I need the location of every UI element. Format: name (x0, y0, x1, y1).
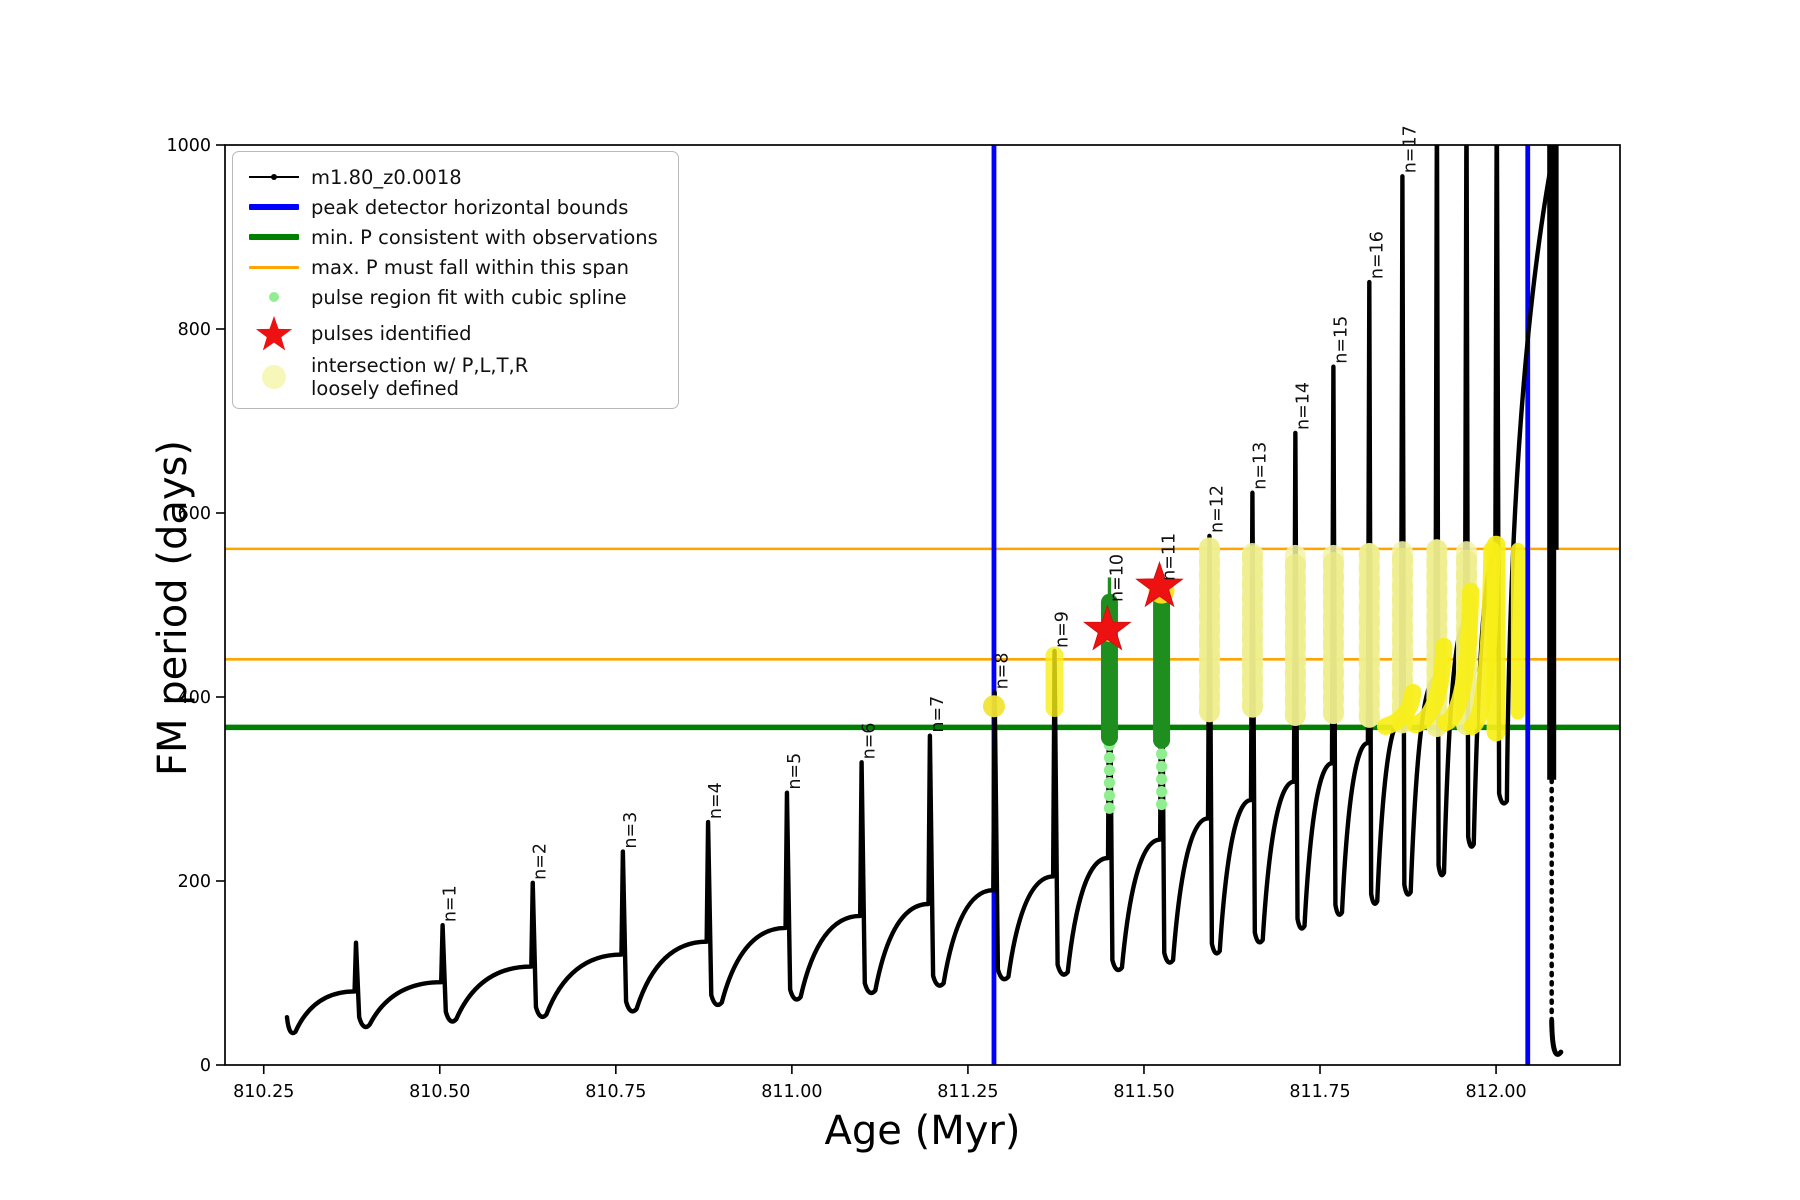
pulse-number-label: n=16 (1367, 231, 1387, 279)
x-tick-label: 810.75 (585, 1082, 646, 1102)
legend-item: m1.80_z0.0018 (245, 162, 666, 192)
y-tick-label: 1000 (166, 136, 211, 156)
reference-line-icon (245, 204, 303, 210)
plot-border (224, 144, 1621, 1066)
pulse-number-label: n=14 (1293, 382, 1313, 430)
pulse-number-label: n=15 (1331, 316, 1351, 364)
identified-pulse-star (1135, 561, 1184, 608)
x-tick-label: 811.75 (1289, 1082, 1350, 1102)
pulse-track (284, 145, 1558, 1036)
y-tick-label: 800 (178, 320, 211, 340)
star-icon (245, 312, 303, 354)
intersection-bright-arc (1436, 582, 1480, 732)
x-tick-label: 811.25 (937, 1082, 998, 1102)
y-tick-label: 0 (200, 1056, 211, 1076)
plot-area (225, 145, 1620, 1065)
reference-line-icon (245, 265, 303, 269)
legend-item-label: m1.80_z0.0018 (311, 165, 462, 189)
marker-dot-icon (245, 365, 303, 389)
y-tick-label: 200 (178, 872, 211, 892)
pulse-number-label: n=17 (1400, 125, 1420, 173)
x-tick-label: 812.00 (1465, 1082, 1526, 1102)
pulse-number-label: n=8 (993, 653, 1013, 690)
legend-item-label: peak detector horizontal bounds (311, 195, 629, 219)
pulse-number-label: n=3 (621, 812, 641, 849)
legend-item: max. P must fall within this span (245, 252, 666, 282)
reference-line-icon (245, 234, 303, 240)
pulse-number-label: n=5 (785, 753, 805, 790)
y-tick-label: 400 (178, 688, 211, 708)
legend-item-label: pulse region fit with cubic spline (311, 285, 627, 309)
final-descent-hook (1549, 1018, 1564, 1057)
y-tick-label: 600 (178, 504, 211, 524)
pulse-number-label: n=6 (860, 722, 880, 759)
x-tick-label: 811.00 (761, 1082, 822, 1102)
pulse-number-label: n=12 (1207, 485, 1227, 533)
legend-item: intersection w/ P,L,T,R loosely defined (245, 354, 666, 400)
pulse-number-label: n=1 (441, 885, 461, 922)
legend-item-label: max. P must fall within this span (311, 255, 630, 279)
pulse-number-label: n=9 (1053, 611, 1073, 648)
legend-item-label: min. P consistent with observations (311, 225, 658, 249)
pulse-number-label: n=13 (1250, 442, 1270, 490)
y-axis-title: FM period (days) (150, 440, 196, 776)
intersection-bright-arc (1377, 683, 1422, 735)
pulse-number-label: n=7 (928, 696, 948, 733)
legend-item: peak detector horizontal bounds (245, 192, 666, 222)
marker-dot-icon (245, 292, 303, 302)
identified-pulse-star (1083, 604, 1132, 651)
pulse-number-label: n=10 (1107, 554, 1127, 602)
intersection-bright-arc (1406, 637, 1453, 734)
series-line-icon (245, 173, 303, 180)
legend-item: pulse region fit with cubic spline (245, 282, 666, 312)
pulse-number-label: n=11 (1160, 533, 1180, 581)
pulse-number-label: n=2 (531, 843, 551, 880)
pulse-number-label: n=4 (706, 782, 726, 819)
legend-item-label: pulses identified (311, 321, 472, 345)
x-tick-label: 810.25 (233, 1082, 294, 1102)
legend-item: pulses identified (245, 312, 666, 354)
x-tick-label: 810.50 (409, 1082, 470, 1102)
intersection-bright-blob-n8 (982, 695, 1005, 718)
legend-item: min. P consistent with observations (245, 222, 666, 252)
x-tick-label: 811.50 (1113, 1082, 1174, 1102)
legend-item-label: intersection w/ P,L,T,R loosely defined (311, 354, 529, 400)
x-axis-title: Age (Myr) (824, 1108, 1021, 1154)
